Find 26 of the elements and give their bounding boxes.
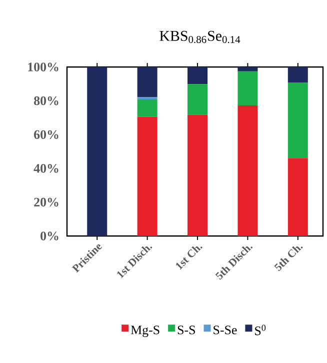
bar — [137, 116, 158, 236]
bar — [238, 71, 258, 106]
bar — [238, 106, 258, 236]
legend-label: Mg-S — [130, 326, 160, 337]
x-tick-label: 5th Ch. — [274, 246, 303, 272]
y-tick-label: 80% — [34, 96, 58, 106]
y-tick-label: 40% — [34, 164, 58, 173]
y-tick-label: 20% — [34, 198, 58, 207]
bar — [188, 84, 208, 115]
bar — [288, 158, 308, 236]
y-tick-label: 60% — [34, 130, 58, 139]
legend-label: S$^{0}$ — [255, 324, 266, 336]
bar — [288, 67, 308, 83]
chart-title: KBS$_{0.86}$Se$_{0.14}$ — [160, 30, 240, 44]
bar — [238, 67, 258, 72]
bar — [288, 82, 308, 158]
legend-label: S-Se — [214, 326, 237, 334]
bar — [137, 67, 158, 98]
bar — [137, 99, 158, 117]
bar — [188, 114, 208, 236]
bar — [87, 67, 108, 236]
y-tick-label: 0% — [40, 232, 58, 240]
bar — [188, 67, 208, 84]
x-tick-label: 1st Ch. — [176, 246, 202, 270]
legend-label: S-S — [178, 326, 195, 334]
y-tick-label: 100% — [28, 62, 58, 72]
